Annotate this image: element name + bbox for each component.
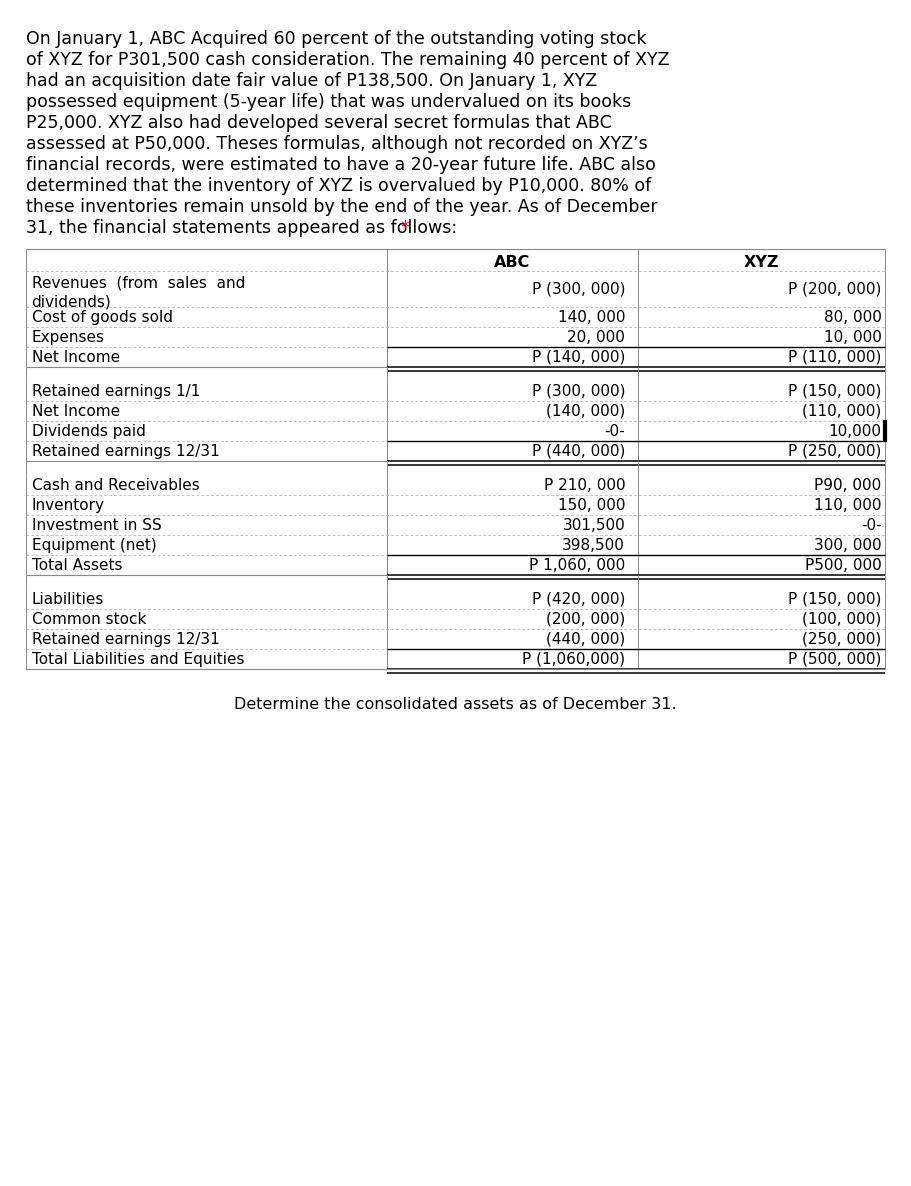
- Text: Liabilities: Liabilities: [32, 592, 104, 607]
- Text: (140, 000): (140, 000): [546, 403, 625, 419]
- Text: P500, 000: P500, 000: [804, 557, 882, 573]
- Text: P (200, 000): P (200, 000): [788, 281, 882, 296]
- Text: -0-: -0-: [605, 423, 625, 439]
- Text: Net Income: Net Income: [32, 350, 119, 364]
- Text: Determine the consolidated assets as of December 31.: Determine the consolidated assets as of …: [234, 697, 677, 712]
- Text: Revenues  (from  sales  and: Revenues (from sales and: [32, 275, 245, 291]
- Text: Common stock: Common stock: [32, 612, 146, 626]
- Text: Retained earnings 12/31: Retained earnings 12/31: [32, 632, 220, 646]
- Text: Total Liabilities and Equities: Total Liabilities and Equities: [32, 651, 244, 667]
- Text: (100, 000): (100, 000): [803, 612, 882, 626]
- Text: Total Assets: Total Assets: [32, 557, 122, 573]
- Text: 10,000: 10,000: [828, 423, 882, 439]
- Text: Retained earnings 12/31: Retained earnings 12/31: [32, 444, 220, 459]
- Text: 398,500: 398,500: [562, 537, 625, 553]
- Text: (200, 000): (200, 000): [546, 612, 625, 626]
- Text: 80, 000: 80, 000: [824, 310, 882, 325]
- Text: possessed equipment (5-year life) that was undervalued on its books: possessed equipment (5-year life) that w…: [26, 93, 630, 110]
- Text: -0-: -0-: [861, 517, 882, 533]
- Text: 31, the financial statements appeared as follows:: 31, the financial statements appeared as…: [26, 218, 462, 237]
- Text: P (420, 000): P (420, 000): [532, 592, 625, 607]
- Text: P25,000. XYZ also had developed several secret formulas that ABC: P25,000. XYZ also had developed several …: [26, 114, 611, 132]
- Text: ABC: ABC: [495, 255, 530, 269]
- Text: assessed at P50,000. Theses formulas, although not recorded on XYZ’s: assessed at P50,000. Theses formulas, al…: [26, 135, 647, 153]
- Text: P (1,060,000): P (1,060,000): [522, 651, 625, 667]
- Text: P (250, 000): P (250, 000): [788, 444, 882, 459]
- Text: Cost of goods sold: Cost of goods sold: [32, 310, 172, 325]
- Text: XYZ: XYZ: [744, 255, 779, 269]
- Text: (250, 000): (250, 000): [803, 632, 882, 646]
- Text: Equipment (net): Equipment (net): [32, 537, 157, 553]
- Text: (110, 000): (110, 000): [803, 403, 882, 419]
- Text: 20, 000: 20, 000: [568, 330, 625, 345]
- Text: P (110, 000): P (110, 000): [788, 350, 882, 364]
- Text: these inventories remain unsold by the end of the year. As of December: these inventories remain unsold by the e…: [26, 198, 657, 216]
- Text: P (440, 000): P (440, 000): [532, 444, 625, 459]
- Text: Expenses: Expenses: [32, 330, 105, 345]
- Text: Investment in SS: Investment in SS: [32, 517, 161, 533]
- Text: 10, 000: 10, 000: [824, 330, 882, 345]
- Text: 301,500: 301,500: [562, 517, 625, 533]
- Text: P (500, 000): P (500, 000): [788, 651, 882, 667]
- Text: financial records, were estimated to have a 20-year future life. ABC also: financial records, were estimated to hav…: [26, 155, 655, 173]
- Text: Dividends paid: Dividends paid: [32, 423, 146, 439]
- Text: P (300, 000): P (300, 000): [532, 281, 625, 296]
- Text: had an acquisition date fair value of P138,500. On January 1, XYZ: had an acquisition date fair value of P1…: [26, 71, 597, 90]
- Text: Retained earnings 1/1: Retained earnings 1/1: [32, 383, 200, 398]
- Text: On January 1, ABC Acquired 60 percent of the outstanding voting stock: On January 1, ABC Acquired 60 percent of…: [26, 30, 646, 47]
- Text: P 210, 000: P 210, 000: [544, 478, 625, 492]
- Text: P 1,060, 000: P 1,060, 000: [529, 557, 625, 573]
- Text: P (150, 000): P (150, 000): [788, 592, 882, 607]
- Text: determined that the inventory of XYZ is overvalued by P10,000. 80% of: determined that the inventory of XYZ is …: [26, 177, 650, 195]
- Text: P90, 000: P90, 000: [814, 478, 882, 492]
- Text: (440, 000): (440, 000): [546, 632, 625, 646]
- Text: 140, 000: 140, 000: [558, 310, 625, 325]
- Text: 300, 000: 300, 000: [814, 537, 882, 553]
- Text: *: *: [401, 218, 409, 237]
- Text: dividends): dividends): [32, 294, 111, 310]
- Text: Net Income: Net Income: [32, 403, 119, 419]
- Text: P (140, 000): P (140, 000): [532, 350, 625, 364]
- Text: Inventory: Inventory: [32, 498, 105, 512]
- Text: of XYZ for P301,500 cash consideration. The remaining 40 percent of XYZ: of XYZ for P301,500 cash consideration. …: [26, 51, 669, 69]
- Text: 150, 000: 150, 000: [558, 498, 625, 512]
- Text: 110, 000: 110, 000: [814, 498, 882, 512]
- Text: P (150, 000): P (150, 000): [788, 383, 882, 398]
- Text: Cash and Receivables: Cash and Receivables: [32, 478, 200, 492]
- Text: P (300, 000): P (300, 000): [532, 383, 625, 398]
